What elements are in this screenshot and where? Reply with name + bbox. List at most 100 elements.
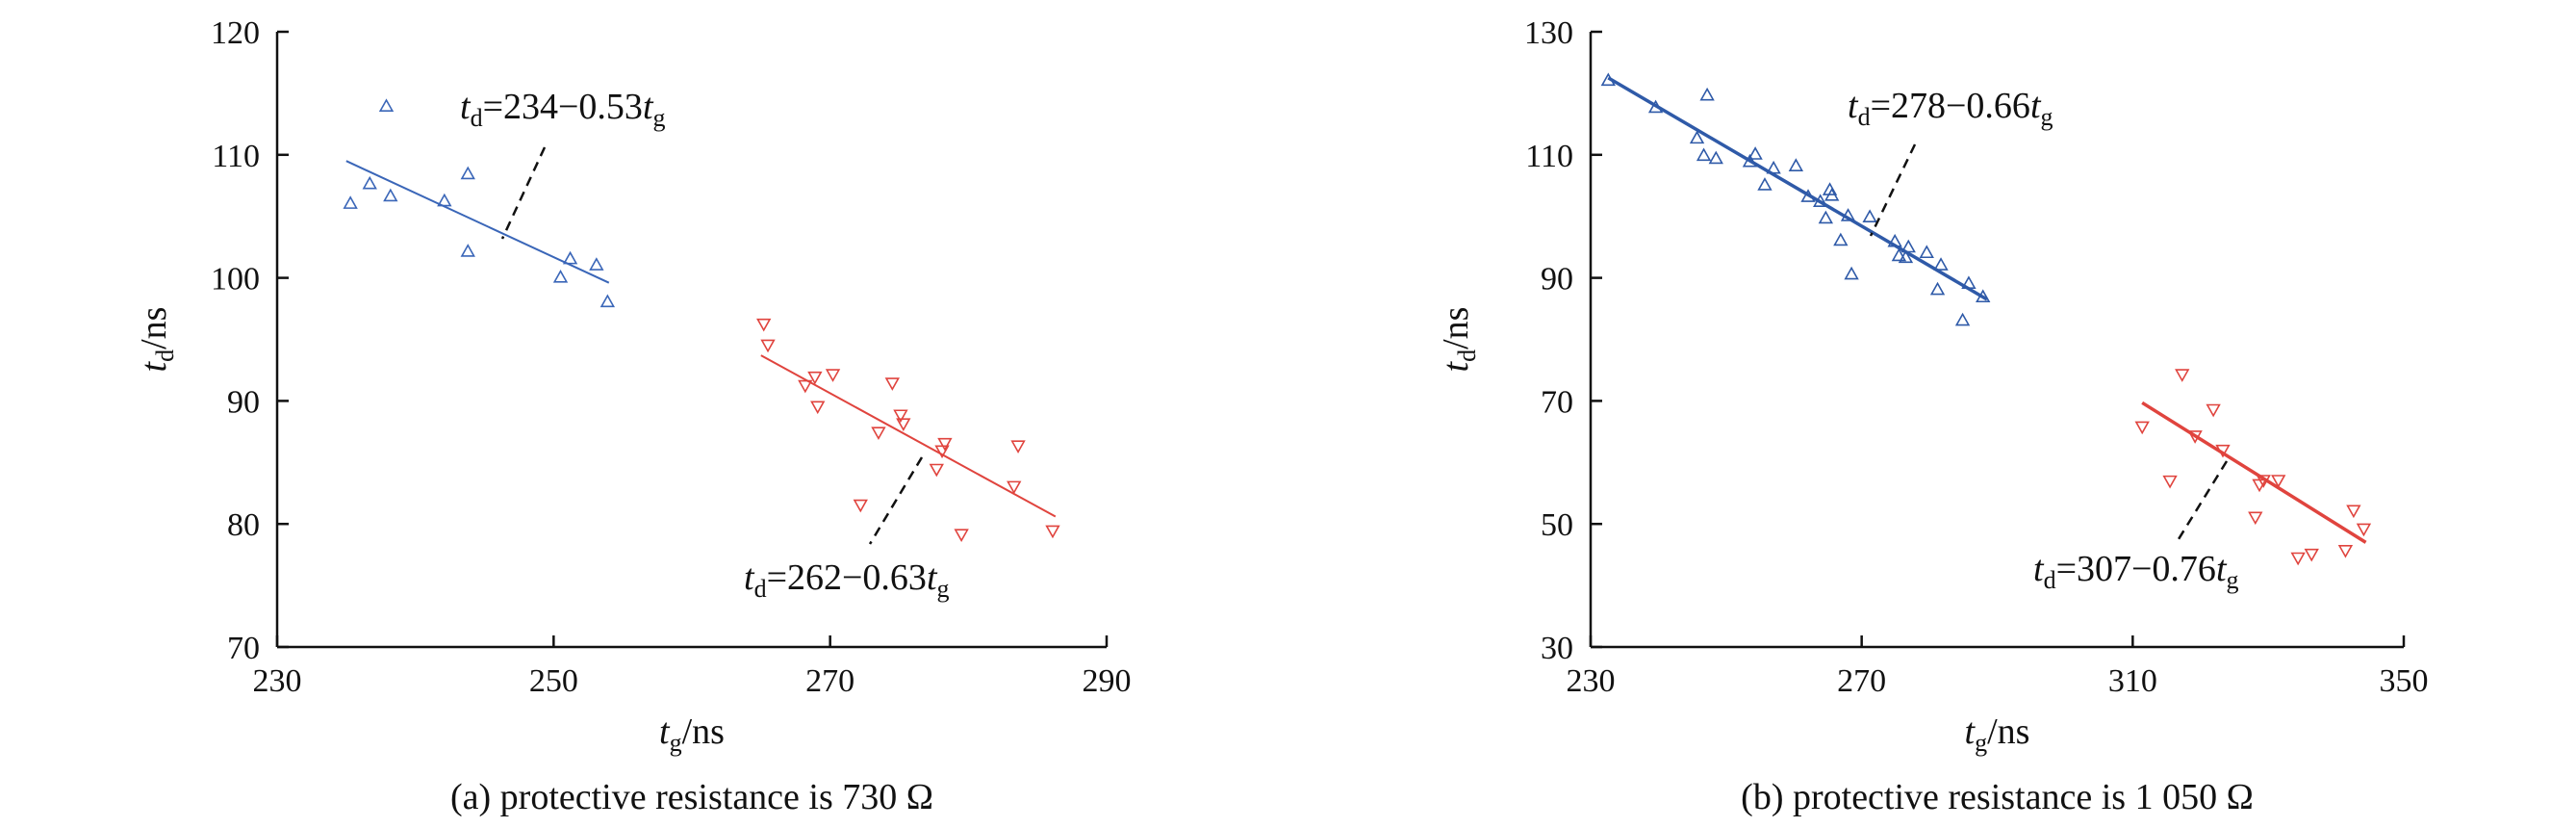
x-tick-label: 350 — [2380, 663, 2429, 699]
annotation-leader — [1869, 143, 1917, 237]
data-point — [807, 371, 823, 385]
data-point — [2134, 421, 2150, 435]
data-point — [1757, 177, 1773, 191]
data-point — [1976, 289, 1991, 303]
data-point — [599, 294, 616, 308]
annotation-leader — [500, 146, 547, 240]
data-point — [1708, 150, 1723, 165]
data-point — [1647, 99, 1664, 114]
data-point — [1689, 130, 1705, 144]
data-point — [937, 437, 953, 452]
data-point — [2356, 523, 2372, 537]
data-point — [871, 427, 886, 440]
data-point — [1898, 249, 1914, 264]
y-tick-label: 120 — [211, 15, 260, 51]
fit-equation: td=234−0.53tg — [460, 87, 666, 132]
panel-b: 30 50 70 90 110 130 230 270 310 350 tg/ns td/ns (b) … — [1436, 15, 2429, 817]
data-point — [2162, 475, 2178, 489]
series-2: td=307−0.76tg — [2033, 369, 2372, 594]
data-point — [362, 175, 377, 190]
y-tick-label: 70 — [227, 631, 260, 666]
data-point — [589, 257, 604, 271]
data-point — [756, 318, 772, 332]
data-point — [1818, 210, 1834, 224]
data-point — [1862, 209, 1877, 222]
data-point — [1699, 87, 1715, 101]
data-point — [1800, 189, 1816, 202]
data-point — [1840, 208, 1856, 221]
fit-equation: td=278−0.66tg — [1848, 86, 2053, 131]
y-tick-label: 50 — [1541, 507, 1573, 543]
data-point — [1933, 257, 1949, 271]
data-point — [1010, 440, 1026, 454]
annotation-leader — [868, 456, 924, 545]
data-point — [343, 195, 358, 209]
x-tick-label: 230 — [253, 663, 302, 699]
y-tick-label: 110 — [1525, 139, 1573, 174]
x-tick-label: 290 — [1083, 663, 1132, 699]
y-tick-label: 80 — [227, 507, 260, 543]
x-tick-label: 270 — [805, 663, 854, 699]
panel-a: 70 80 90 100 110 120 230 250 270 290 tg/ns td/ns (a)… — [134, 15, 1132, 817]
data-point — [1961, 275, 1977, 289]
fit-line — [2141, 401, 2367, 544]
data-point — [2175, 369, 2190, 382]
data-point — [1696, 147, 1712, 162]
x-tick-label: 310 — [2108, 663, 2157, 699]
data-point — [562, 250, 578, 265]
data-point — [1891, 247, 1907, 262]
x-axis-label: tg/ns — [659, 712, 725, 757]
panel-caption: (a) protective resistance is 730 Ω — [450, 777, 933, 817]
x-tick-label: 270 — [1837, 663, 1886, 699]
data-point — [1600, 72, 1616, 87]
data-point — [1788, 158, 1804, 171]
data-point — [1007, 480, 1022, 495]
data-point — [798, 379, 813, 394]
data-point — [2206, 403, 2221, 418]
data-point — [929, 463, 944, 478]
x-tick-label: 230 — [1567, 663, 1616, 699]
data-point — [2215, 444, 2231, 458]
data-point — [378, 98, 395, 112]
data-point — [896, 418, 911, 432]
series-1: td=234−0.53tg — [343, 87, 666, 308]
data-point — [954, 529, 969, 543]
series-1: td=278−0.66tg — [1600, 72, 2053, 326]
data-point — [2346, 505, 2361, 519]
data-point — [1844, 266, 1859, 280]
data-point — [2304, 548, 2319, 562]
data-point — [2337, 545, 2354, 558]
y-tick-label: 30 — [1541, 631, 1573, 666]
x-axis-label: tg/ns — [1965, 712, 2030, 757]
data-point — [853, 499, 868, 513]
data-point — [437, 193, 452, 207]
data-point — [884, 377, 900, 391]
fit-line — [1607, 76, 1988, 301]
data-point — [460, 244, 475, 257]
y-axis-label: td/ns — [134, 307, 179, 373]
data-point — [2248, 511, 2263, 526]
data-point — [760, 339, 776, 353]
data-point — [460, 166, 475, 180]
data-point — [1822, 182, 1838, 195]
data-point — [552, 269, 569, 283]
y-tick-label: 70 — [1541, 384, 1573, 420]
data-point — [2290, 552, 2306, 566]
x-tick-label: 250 — [529, 663, 578, 699]
y-tick-label: 90 — [227, 384, 260, 420]
data-point — [825, 369, 841, 382]
data-point — [2271, 475, 2286, 488]
data-point — [1929, 281, 1946, 296]
data-point — [1742, 153, 1758, 168]
data-point — [893, 409, 908, 424]
data-point — [1747, 146, 1763, 160]
data-point — [1954, 312, 1971, 326]
y-axis-label: td/ns — [1436, 307, 1481, 373]
y-tick-label: 100 — [211, 262, 260, 298]
data-point — [2256, 475, 2271, 488]
data-point — [2187, 430, 2203, 444]
data-point — [1887, 233, 1902, 247]
data-point — [1045, 525, 1060, 539]
data-point — [1824, 187, 1840, 201]
